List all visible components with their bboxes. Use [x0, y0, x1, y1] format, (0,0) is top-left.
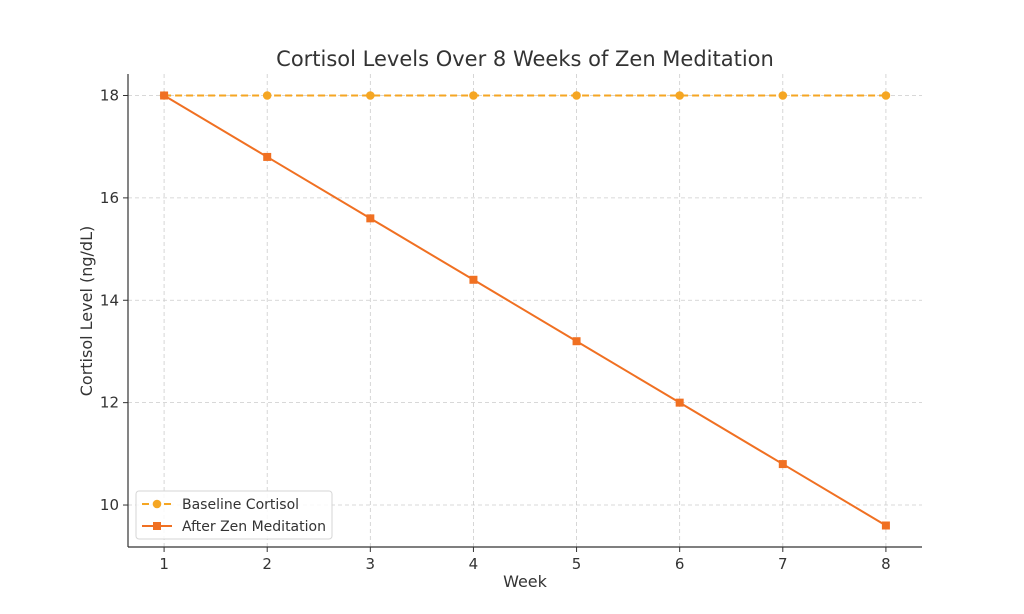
data-point — [262, 91, 272, 100]
series-line — [163, 94, 887, 527]
data-point — [366, 91, 375, 100]
x-tick-label: 6 — [675, 555, 685, 573]
data-point — [881, 91, 891, 100]
legend-marker — [152, 499, 162, 509]
y-tick-label: 10 — [100, 496, 119, 514]
y-tick-label: 12 — [100, 394, 119, 412]
x-axis-label: Week — [503, 572, 548, 591]
data-point — [366, 214, 375, 223]
axes — [127, 74, 922, 548]
y-tick-label: 16 — [100, 189, 119, 207]
data-point — [675, 398, 684, 407]
legend-entry: Baseline Cortisol — [182, 497, 299, 513]
data-point — [778, 91, 788, 100]
data-point — [881, 521, 890, 530]
x-tick-label: 5 — [572, 555, 582, 573]
y-axis-label: Cortisol Level (ng/dL) — [77, 226, 96, 396]
data-point — [263, 152, 272, 161]
x-tick-label: 8 — [881, 555, 891, 573]
series-baseline-cortisol — [159, 91, 891, 100]
data-point — [572, 91, 581, 100]
x-tick-label: 7 — [778, 555, 788, 573]
series-layer — [159, 91, 891, 530]
x-tick-label: 1 — [159, 555, 169, 573]
data-point — [160, 91, 169, 100]
legend-marker — [153, 522, 161, 530]
chart-title: Cortisol Levels Over 8 Weeks of Zen Medi… — [276, 47, 774, 71]
data-point — [778, 460, 787, 469]
x-tick-label: 2 — [262, 555, 272, 573]
x-tick-label: 3 — [366, 555, 376, 573]
x-ticks: 1 2 3 4 5 6 7 8 — [159, 547, 891, 573]
y-ticks: 10 12 14 16 18 — [100, 87, 128, 514]
data-point — [469, 275, 478, 284]
series-after-zen-meditation — [160, 91, 890, 530]
data-point — [572, 337, 581, 346]
data-point — [675, 91, 684, 100]
x-tick-label: 4 — [469, 555, 479, 573]
legend-box — [135, 490, 333, 540]
data-point — [469, 91, 478, 100]
grid — [128, 74, 922, 547]
y-tick-label: 18 — [100, 87, 119, 105]
y-tick-label: 14 — [100, 291, 119, 309]
legend-entry: After Zen Meditation — [182, 519, 326, 535]
legend: Baseline Cortisol After Zen Meditation — [135, 490, 333, 540]
